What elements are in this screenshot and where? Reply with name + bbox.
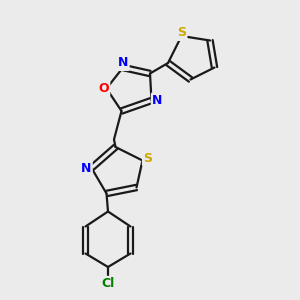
Text: N: N <box>118 56 128 70</box>
Text: N: N <box>81 161 91 175</box>
Text: S: S <box>177 26 186 40</box>
Text: Cl: Cl <box>101 277 115 290</box>
Text: N: N <box>152 94 163 107</box>
Text: S: S <box>143 152 152 165</box>
Text: O: O <box>98 82 109 95</box>
